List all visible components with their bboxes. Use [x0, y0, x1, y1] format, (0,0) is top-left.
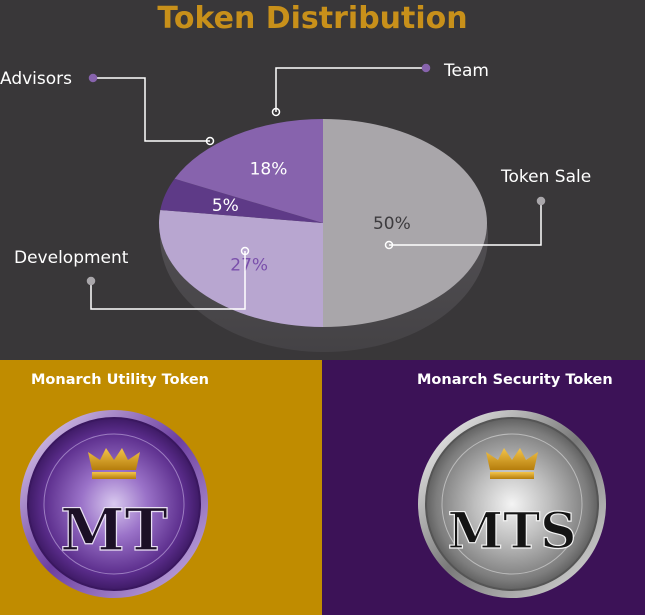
utility-token-coin: MT: [20, 410, 208, 598]
utility-token-panel: Monarch Utility Token: [0, 360, 322, 615]
leader-dot-advisors: [205, 136, 215, 146]
legend-label-token-sale: Token Sale: [500, 167, 591, 187]
utility-coin-letters: MT: [60, 496, 167, 564]
pie-slice-advisors: [160, 178, 323, 223]
chart-panel: 50% 27% 5% 18% Token Sale Development Advisor…: [0, 1, 592, 352]
leader-dot-team: [271, 107, 281, 117]
data-label-team: 18%: [250, 160, 288, 180]
chart-title: Token Distribution: [157, 1, 468, 36]
leader-dot-development: [240, 246, 250, 256]
security-coin-letters: MTS: [448, 501, 577, 560]
pie-slice-development: [158, 209, 323, 327]
security-token-title: Monarch Security Token: [417, 372, 613, 388]
crown-icon: [486, 448, 538, 479]
crown-icon: [88, 448, 140, 479]
legend-label-advisors: Advisors: [0, 69, 72, 89]
leader-end-team: [421, 63, 431, 73]
leader-line-token-sale: [389, 201, 542, 246]
leader-end-token-sale: [536, 196, 546, 206]
leader-line-development: [90, 251, 246, 310]
leader-end-development: [86, 276, 96, 286]
legend-label-team: Team: [443, 61, 489, 81]
utility-token-title: Monarch Utility Token: [31, 372, 210, 388]
leader-end-advisors: [88, 73, 98, 83]
data-label-token-sale: 50%: [373, 214, 411, 234]
leader-line-advisors: [93, 77, 210, 142]
security-token-panel: Monarch Security Token: [322, 360, 645, 615]
pie-chart: 50% 27% 5% 18% Token Sale Development Advisor…: [0, 61, 591, 352]
leader-dot-token-sale: [384, 240, 394, 250]
data-label-development: 27%: [230, 255, 268, 275]
data-label-advisors: 5%: [212, 196, 239, 216]
legend-label-development: Development: [14, 248, 129, 268]
leader-line-team: [275, 67, 426, 112]
security-token-coin: MTS: [418, 410, 606, 598]
pie-slice-token-sale: [323, 119, 487, 327]
pie-slice-team: [174, 119, 323, 223]
